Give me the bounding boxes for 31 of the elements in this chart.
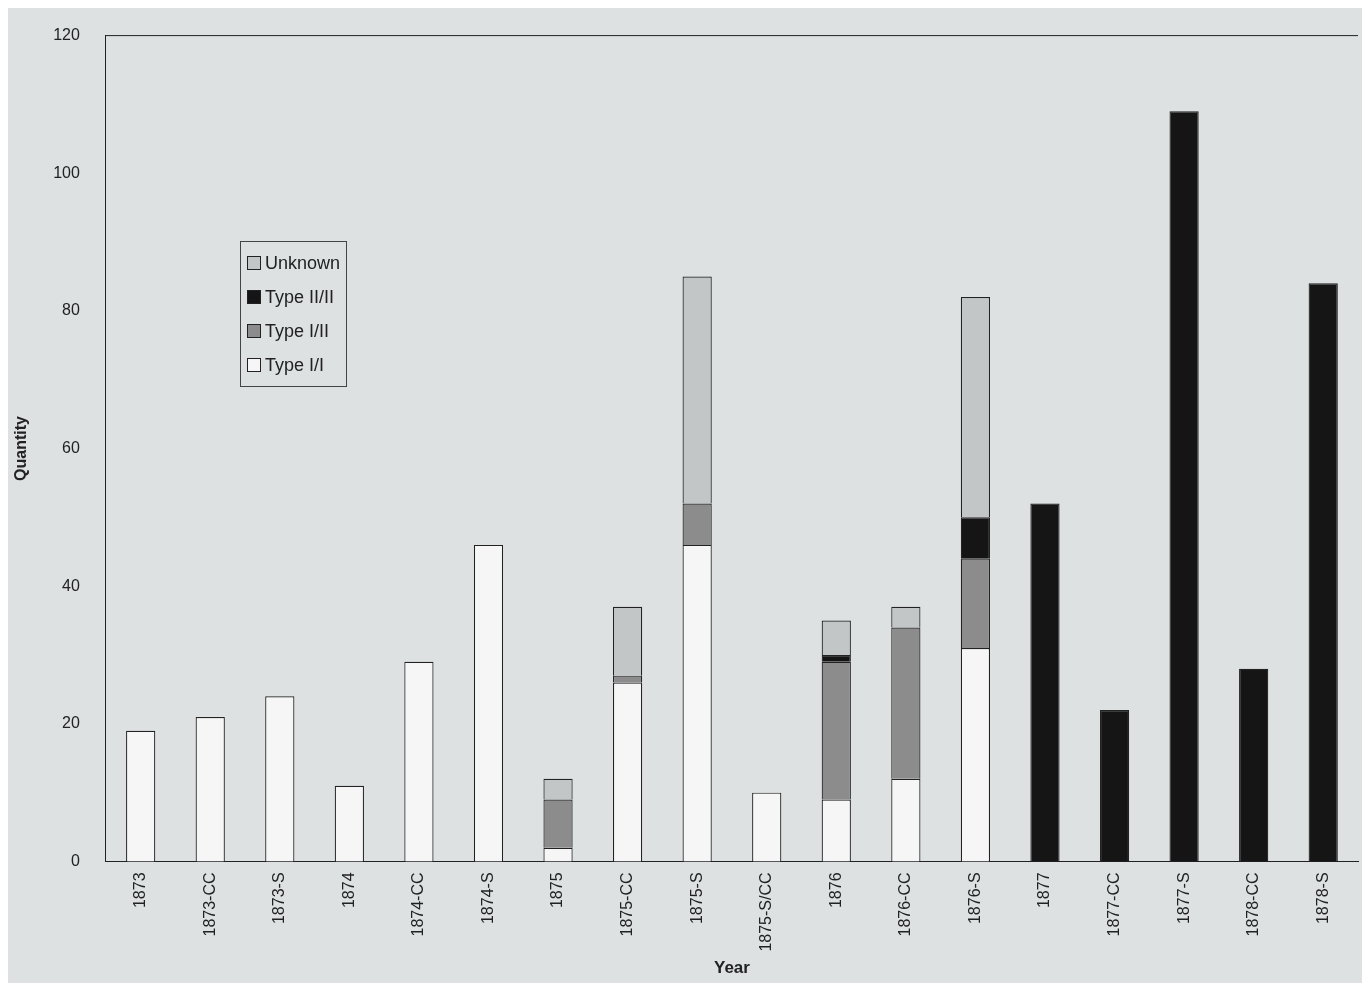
- y-tick-label: 20: [62, 714, 80, 732]
- y-axis-title: Quantity: [12, 415, 30, 481]
- x-tick-label: 1873-S: [270, 872, 288, 925]
- x-tick-label: 1877: [1035, 872, 1053, 909]
- x-tick-label: 1875-CC: [618, 872, 636, 937]
- x-tick-label: 1876-S: [965, 872, 983, 925]
- x-tick-label: 1877-S: [1174, 872, 1192, 925]
- x-tick-label: 1874: [339, 872, 357, 909]
- x-axis-title: Year: [713, 958, 751, 978]
- y-tick-label: 100: [53, 163, 80, 181]
- x-tick-label: 1877-CC: [1104, 872, 1122, 937]
- legend-label: Type I/II: [265, 320, 330, 343]
- y-tick-label: 0: [70, 851, 80, 869]
- x-tick-label: 1873: [131, 872, 149, 909]
- y-tick-label: 40: [62, 576, 80, 594]
- x-tick-label: 1875: [548, 872, 566, 909]
- x-tick-label: 1873-CC: [200, 872, 218, 937]
- y-tick-label: 80: [62, 301, 80, 319]
- x-tick-label: 1875-S/CC: [757, 872, 775, 952]
- legend-label: Type II/II: [265, 286, 335, 309]
- y-tick-label: 120: [53, 26, 80, 44]
- x-tick-label: 1878-S: [1313, 872, 1331, 925]
- x-tick-label: 1876-CC: [896, 872, 914, 937]
- legend-label: Unknown: [265, 252, 341, 275]
- legend-label: Type I/I: [265, 354, 325, 377]
- x-tick-label: 1874-S: [478, 872, 496, 925]
- y-tick-label: 60: [62, 438, 80, 456]
- x-tick-label: 1876: [826, 872, 844, 909]
- x-tick-label: 1878-CC: [1244, 872, 1262, 937]
- x-tick-label: 1875-S: [687, 872, 705, 925]
- x-tick-label: 1874-CC: [409, 872, 427, 937]
